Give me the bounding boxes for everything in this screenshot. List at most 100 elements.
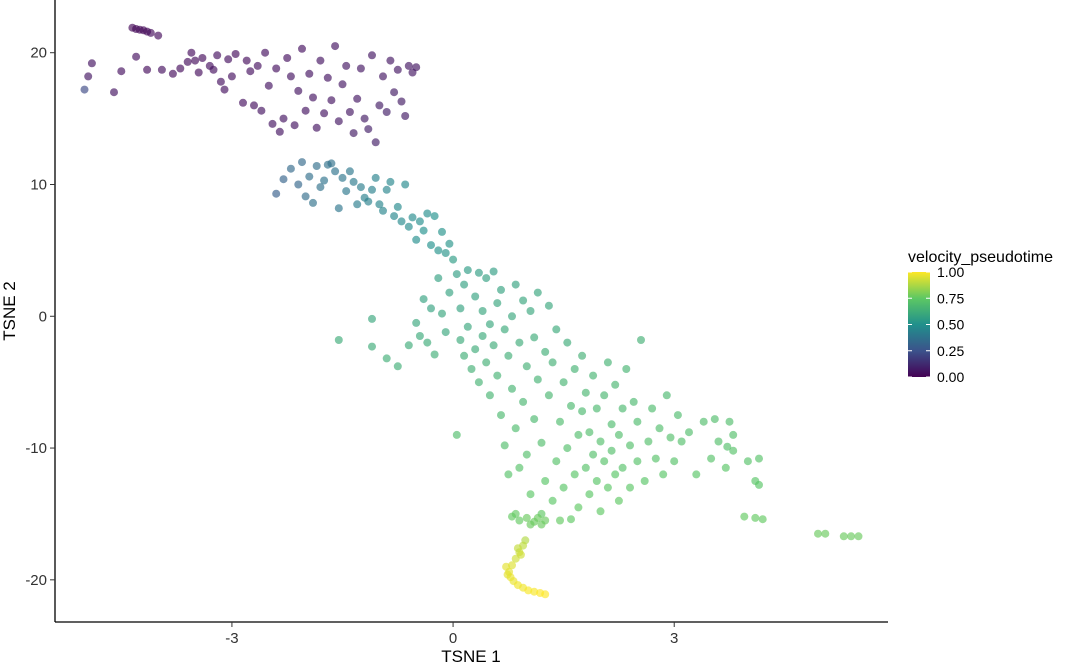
scatter-point bbox=[368, 185, 376, 194]
scatter-point bbox=[548, 358, 557, 367]
data-points bbox=[80, 23, 863, 599]
scatter-point bbox=[519, 296, 528, 305]
scatter-point bbox=[552, 457, 561, 466]
scatter-point bbox=[530, 415, 539, 424]
scatter-point bbox=[463, 322, 472, 331]
scatter-point bbox=[533, 513, 542, 522]
scatter-point bbox=[500, 441, 509, 450]
scatter-point bbox=[427, 304, 435, 313]
scatter-point bbox=[84, 72, 93, 81]
scatter-point bbox=[578, 351, 587, 360]
scatter-point bbox=[316, 56, 325, 65]
scatter-point bbox=[489, 341, 498, 350]
scatter-point bbox=[522, 362, 531, 371]
scatter-point bbox=[666, 433, 675, 442]
scatter-point bbox=[755, 454, 763, 463]
scatter-point bbox=[305, 69, 314, 78]
scatter-point bbox=[463, 266, 472, 275]
scatter-point bbox=[637, 336, 645, 344]
scatter-point bbox=[301, 106, 310, 115]
scatter-point bbox=[596, 507, 605, 516]
scatter-point bbox=[242, 56, 251, 65]
scatter-point bbox=[500, 325, 509, 334]
x-axis-title: TSNE 1 bbox=[441, 647, 501, 666]
scatter-point bbox=[497, 411, 505, 420]
scatter-point bbox=[334, 204, 343, 213]
scatter-point bbox=[503, 570, 512, 579]
scatter-point bbox=[544, 391, 553, 400]
scatter-point bbox=[430, 212, 439, 221]
scatter-point bbox=[430, 350, 439, 359]
scatter-point bbox=[515, 516, 524, 525]
y-tick-label: -10 bbox=[25, 440, 47, 457]
scatter-point bbox=[231, 50, 240, 58]
scatter-point bbox=[434, 274, 443, 283]
y-tick-label: 20 bbox=[30, 45, 47, 62]
scatter-point bbox=[209, 65, 218, 74]
scatter-point bbox=[445, 288, 454, 297]
scatter-point bbox=[511, 509, 520, 518]
scatter-point bbox=[502, 562, 511, 571]
scatter-point bbox=[368, 51, 376, 60]
scatter-point bbox=[651, 454, 660, 463]
scatter-point bbox=[438, 309, 446, 318]
scatter-point bbox=[471, 292, 480, 301]
scatter-point bbox=[183, 57, 192, 66]
scatter-point bbox=[309, 93, 317, 102]
scatter-point bbox=[356, 183, 365, 192]
scatter-point bbox=[456, 336, 465, 344]
scatter-point bbox=[375, 200, 384, 209]
scatter-point bbox=[294, 86, 303, 95]
scatter-point bbox=[556, 516, 564, 525]
scatter-point bbox=[331, 167, 340, 176]
scatter-point bbox=[493, 371, 502, 380]
y-tick-label: -20 bbox=[25, 572, 47, 589]
scatter-point bbox=[286, 72, 295, 81]
scatter-point bbox=[541, 516, 550, 525]
scatter-point bbox=[533, 288, 542, 297]
scatter-point bbox=[334, 117, 343, 126]
scatter-point bbox=[327, 159, 336, 168]
scatter-point bbox=[585, 428, 594, 437]
scatter-point bbox=[441, 249, 450, 257]
scatter-point bbox=[382, 354, 391, 363]
scatter-point bbox=[511, 280, 520, 289]
scatter-point bbox=[516, 550, 525, 559]
scatter-point bbox=[673, 411, 682, 420]
scatter-point bbox=[397, 97, 406, 106]
scatter-point bbox=[485, 320, 494, 329]
scatter-point bbox=[467, 365, 476, 373]
scatter-point bbox=[320, 109, 329, 118]
scatter-point bbox=[533, 375, 542, 384]
scatter-point bbox=[513, 544, 522, 553]
scatter-point bbox=[522, 513, 531, 522]
scatter-point bbox=[146, 28, 155, 37]
scatter-point bbox=[286, 164, 295, 173]
scatter-point bbox=[570, 470, 579, 479]
scatter-point bbox=[379, 206, 387, 215]
scatter-point bbox=[567, 515, 575, 524]
scatter-point bbox=[316, 183, 325, 192]
scatter-point bbox=[386, 56, 395, 65]
scatter-point bbox=[264, 81, 273, 90]
scatter-point bbox=[250, 101, 258, 110]
scatter-point bbox=[648, 404, 657, 413]
scatter-point bbox=[622, 365, 631, 373]
scatter-point bbox=[176, 64, 185, 73]
scatter-point bbox=[419, 295, 428, 304]
scatter-point bbox=[723, 442, 732, 451]
scatter-point bbox=[415, 332, 424, 340]
scatter-point bbox=[522, 450, 531, 459]
scatter-point bbox=[338, 173, 347, 182]
scatter-point bbox=[482, 358, 491, 367]
colorbar-tick-label: 0.75 bbox=[937, 290, 964, 306]
scatter-point bbox=[563, 444, 572, 453]
scatter-point bbox=[187, 48, 196, 57]
y-tick-label: 0 bbox=[39, 308, 47, 325]
scatter-point bbox=[670, 457, 679, 466]
scatter-point bbox=[371, 173, 380, 182]
scatter-point bbox=[246, 67, 255, 76]
scatter-point bbox=[743, 457, 752, 466]
scatter-point bbox=[847, 532, 856, 541]
scatter-point bbox=[515, 463, 524, 472]
